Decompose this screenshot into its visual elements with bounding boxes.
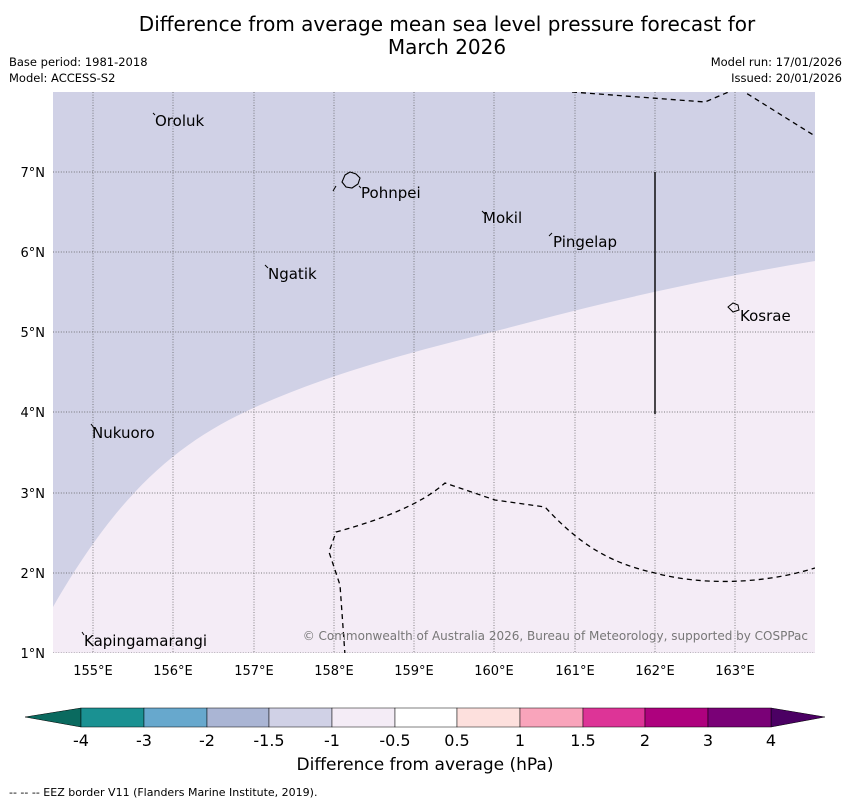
place-label-kapingamarangi: Kapingamarangi xyxy=(84,632,207,650)
colorbar-tick: -4 xyxy=(73,731,89,750)
colorbar-tick: 0.5 xyxy=(444,731,469,750)
colorbar-tick: 2 xyxy=(640,731,650,750)
place-label-nukuoro: Nukuoro xyxy=(92,424,155,442)
map-panel: Oroluk Pohnpei Mokil Pingelap Ngatik Kos… xyxy=(53,92,815,653)
lon-label-161e: 161°E xyxy=(555,664,595,679)
lat-label-2n: 2°N xyxy=(21,567,46,582)
boundary-stub xyxy=(332,185,337,192)
colorbar-label: Difference from average (hPa) xyxy=(296,755,554,775)
title-line-2: March 2026 xyxy=(387,35,507,59)
lat-label-7n: 7°N xyxy=(21,166,46,181)
lon-label-156e: 156°E xyxy=(153,664,193,679)
title-line-1: Difference from average mean sea level p… xyxy=(138,12,756,36)
lat-label-5n: 5°N xyxy=(21,326,46,341)
copyright-notice: © Commonwealth of Australia 2026, Bureau… xyxy=(303,629,808,643)
lon-label-155e: 155°E xyxy=(73,664,113,679)
place-label-ngatik: Ngatik xyxy=(268,265,317,283)
colorbar-segment xyxy=(582,707,646,728)
colorbar-segment xyxy=(456,707,521,728)
colorbar-under-arrow xyxy=(24,707,82,728)
chart-title: Difference from average mean sea level p… xyxy=(0,13,850,59)
meta-left: Base period: 1981-2018 Model: ACCESS-S2 xyxy=(9,54,148,86)
colorbar-segment xyxy=(331,707,396,728)
lat-label-4n: 4°N xyxy=(21,406,46,421)
place-label-oroluk: Oroluk xyxy=(155,112,204,130)
colorbar-segment xyxy=(206,707,270,728)
eez-borders xyxy=(328,92,815,653)
place-label-mokil: Mokil xyxy=(483,209,522,227)
place-label-pohnpei: Pohnpei xyxy=(361,184,421,202)
lon-label-159e: 159°E xyxy=(394,664,434,679)
lon-label-160e: 160°E xyxy=(474,664,514,679)
colorbar-segment xyxy=(519,707,584,728)
lat-label-1n: 1°N xyxy=(21,647,46,662)
colorbar-tick: -1.5 xyxy=(253,731,284,750)
colorbar-segment xyxy=(143,707,208,728)
pressure-band-minus-1 xyxy=(53,261,815,653)
lat-label-3n: 3°N xyxy=(21,487,46,502)
colorbar-tick: -1 xyxy=(324,731,340,750)
meta-right: Model run: 17/01/2026 Issued: 20/01/2026 xyxy=(711,54,842,86)
colorbar-segment xyxy=(80,707,145,728)
kosrae-island-outline xyxy=(727,302,740,313)
model-name: Model: ACCESS-S2 xyxy=(9,71,116,85)
colorbar-segment xyxy=(644,707,709,728)
lon-label-162e: 162°E xyxy=(635,664,675,679)
colorbar-tick: 1 xyxy=(515,731,525,750)
colorbar-segment xyxy=(707,707,772,728)
lon-label-163e: 163°E xyxy=(715,664,755,679)
colorbar-over-arrow xyxy=(770,707,826,728)
colorbar-tick: 1.5 xyxy=(570,731,595,750)
model-run: Model run: 17/01/2026 xyxy=(710,55,842,69)
lon-label-158e: 158°E xyxy=(314,664,354,679)
issued-date: Issued: 20/01/2026 xyxy=(731,71,842,85)
base-period: Base period: 1981-2018 xyxy=(9,55,148,69)
lon-label-157e: 157°E xyxy=(234,664,274,679)
colorbar: -4 -3 -2 -1.5 -1 -0.5 0.5 1 1.5 2 3 4 xyxy=(24,707,826,750)
place-label-kosrae: Kosrae xyxy=(740,307,791,325)
pohnpei-island-outline xyxy=(341,171,361,189)
colorbar-segment xyxy=(268,707,333,728)
place-label-pingelap: Pingelap xyxy=(553,233,617,251)
atoll-marks xyxy=(81,112,553,636)
graticule xyxy=(53,92,815,653)
colorbar-tick: 3 xyxy=(703,731,713,750)
colorbar-tick: -2 xyxy=(199,731,215,750)
lat-label-6n: 6°N xyxy=(21,246,46,261)
eez-footnote: -- -- -- EEZ border V11 (Flanders Marine… xyxy=(9,786,318,799)
colorbar-segment xyxy=(394,707,458,728)
colorbar-tick: 4 xyxy=(766,731,776,750)
colorbar-tick: -0.5 xyxy=(379,731,410,750)
colorbar-tick: -3 xyxy=(136,731,152,750)
